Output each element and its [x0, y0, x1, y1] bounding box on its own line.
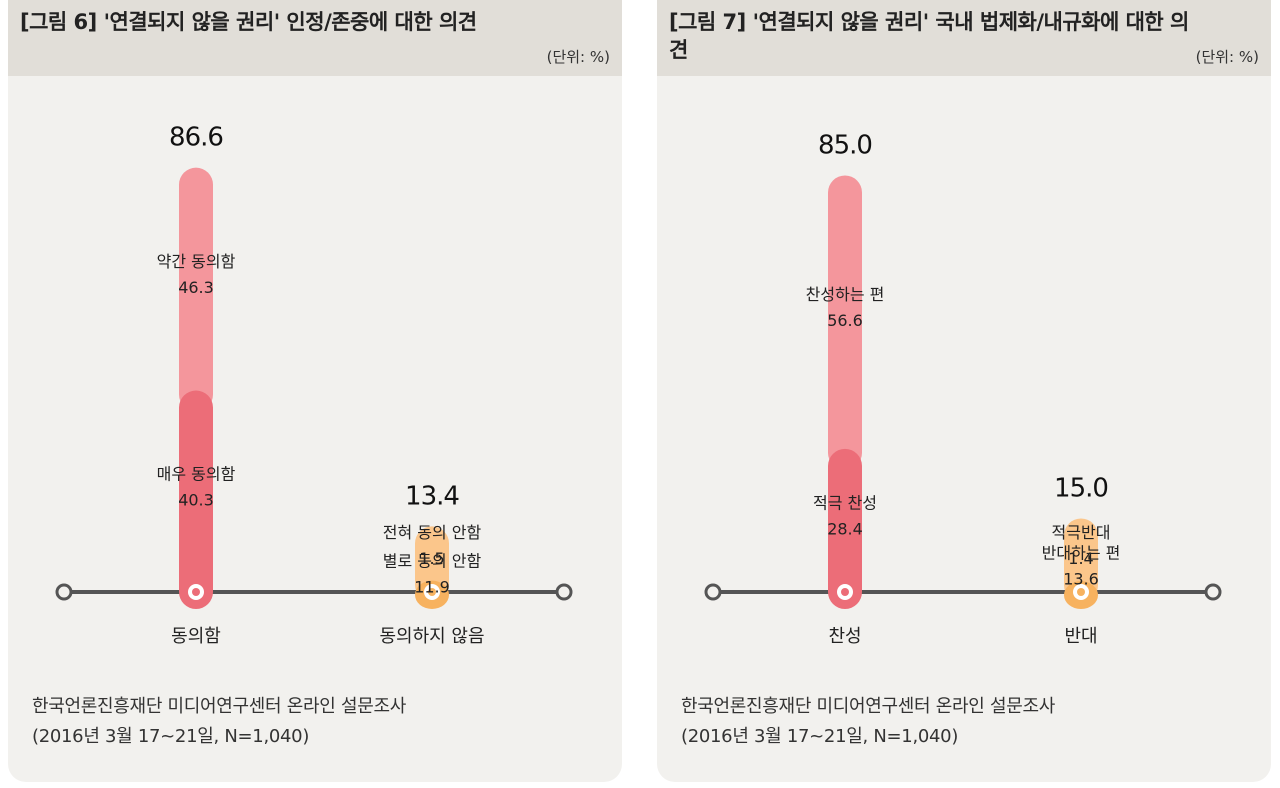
- segment-upper-name: 별로 동의 안함: [383, 551, 482, 570]
- chart-header: [그림 6] '연결되지 않을 권리' 인정/존중에 대한 의견 (단위: %): [8, 0, 622, 76]
- category-label: 동의하지 않음: [379, 626, 484, 647]
- bar-segment-upper: [179, 167, 213, 412]
- axis-start-circle: [55, 583, 73, 601]
- source-line-1: 한국언론진흥재단 미디어연구센터 온라인 설문조사: [32, 696, 406, 717]
- segment-lower-name: 적극 찬성: [813, 493, 877, 512]
- figure-number: [그림 7]: [669, 10, 746, 34]
- segment-upper-value: 11.9: [414, 577, 450, 596]
- bar-total-label: 85.0: [818, 131, 872, 161]
- bar-segment-lower: [828, 448, 862, 609]
- bar-total-label: 86.6: [169, 123, 223, 153]
- segment-upper-name: 반대하는 편: [1042, 544, 1121, 563]
- bar-segment-upper: [1064, 518, 1098, 603]
- category-label: 반대: [1064, 626, 1097, 647]
- stacked-bar-chart: 85.0 찬성하는 편 56.6 적극 찬성 28.4 찬성 15.0 반대하는 편 13.6 적…: [704, 131, 1222, 647]
- chart-header: [그림 7] '연결되지 않을 권리' 국내 법제화/내규화에 대한 의견 (단…: [657, 0, 1271, 76]
- segment-lower-name: 전혀 동의 안함: [383, 523, 482, 542]
- bar-total-label: 15.0: [1054, 474, 1108, 504]
- source-note: 한국언론진흥재단 미디어연구센터 온라인 설문조사 (2016년 3월 17~2…: [32, 692, 406, 752]
- axis-end-circle: [1204, 583, 1222, 601]
- segment-lower-name: 매우 동의함: [157, 464, 236, 483]
- bar-base-marker-inner: [428, 588, 436, 596]
- source-line-2: (2016년 3월 17~21일, N=1,040): [681, 726, 959, 747]
- chart-title: [그림 7] '연결되지 않을 권리' 국내 법제화/내규화에 대한 의견: [669, 8, 1189, 64]
- figure-number: [그림 6]: [20, 10, 97, 34]
- chart-title: [그림 6] '연결되지 않을 권리' 인정/존중에 대한 의견: [20, 8, 540, 36]
- segment-upper-name: 약간 동의함: [157, 252, 236, 271]
- segment-upper-value: 13.6: [1063, 570, 1099, 589]
- figure-title: '연결되지 않을 권리' 국내 법제화/내규화에 대한 의견: [669, 10, 1189, 62]
- segment-lower-value: 28.4: [827, 519, 863, 538]
- axis-start-circle: [704, 583, 722, 601]
- segment-upper-value: 46.3: [178, 278, 214, 297]
- chart-panel-figure-6: [그림 6] '연결되지 않을 권리' 인정/존중에 대한 의견 (단위: %)…: [8, 0, 622, 782]
- source-line-1: 한국언론진흥재단 미디어연구센터 온라인 설문조사: [681, 696, 1055, 717]
- bar-segment-lower: [179, 390, 213, 609]
- bar-base-marker-inner: [1077, 588, 1085, 596]
- figure-title: '연결되지 않을 권리' 인정/존중에 대한 의견: [103, 10, 478, 34]
- segment-lower-value: 40.3: [178, 490, 214, 509]
- segment-lower-name: 적극반대: [1052, 523, 1111, 542]
- unit-label: (단위: %): [546, 48, 610, 66]
- segment-upper-name: 찬성하는 편: [806, 285, 885, 304]
- category-label: 동의함: [171, 626, 221, 647]
- segment-upper-value: 56.6: [827, 311, 863, 330]
- chart-panel-figure-7: [그림 7] '연결되지 않을 권리' 국내 법제화/내규화에 대한 의견 (단…: [657, 0, 1271, 782]
- segment-lower-value: 1.4: [1068, 549, 1093, 568]
- segment-lower-value: 1.5: [419, 549, 444, 568]
- bar-base-marker-inner: [192, 588, 200, 596]
- bar-total-label: 13.4: [405, 481, 459, 511]
- axis-end-circle: [555, 583, 573, 601]
- category-label: 찬성: [828, 626, 861, 647]
- source-note: 한국언론진흥재단 미디어연구센터 온라인 설문조사 (2016년 3월 17~2…: [681, 692, 1055, 752]
- bar-segment-upper: [828, 175, 862, 470]
- source-line-2: (2016년 3월 17~21일, N=1,040): [32, 726, 310, 747]
- bar-base-marker-inner: [841, 588, 849, 596]
- unit-label: (단위: %): [1195, 48, 1259, 66]
